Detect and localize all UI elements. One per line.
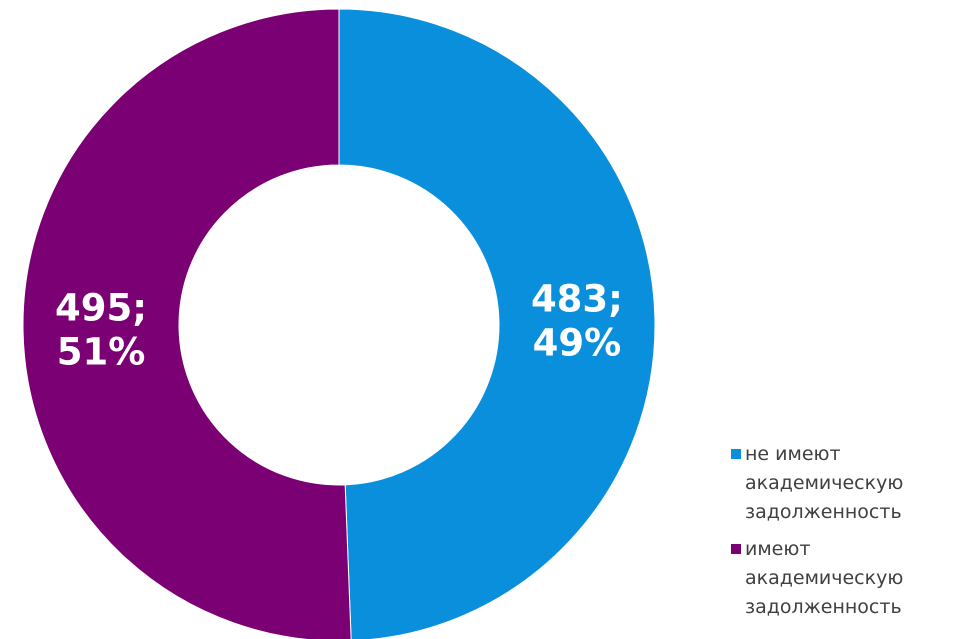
legend-swatch: [731, 544, 741, 554]
legend: не имеют академическую задолженность имею…: [731, 440, 969, 630]
donut-slice: [22, 8, 352, 639]
legend-label: не имеют академическую задолженность: [745, 443, 904, 523]
data-label: 51%: [57, 331, 146, 374]
data-label: 495;: [55, 287, 147, 330]
legend-item: имеют академическую задолженность: [731, 535, 969, 622]
legend-swatch: [731, 449, 741, 459]
legend-item: не имеют академическую задолженность: [731, 440, 969, 527]
legend-label: имеют академическую задолженность: [745, 538, 904, 618]
data-label: 483;: [531, 277, 623, 320]
donut-slice: [338, 8, 656, 639]
data-label: 49%: [533, 321, 622, 364]
